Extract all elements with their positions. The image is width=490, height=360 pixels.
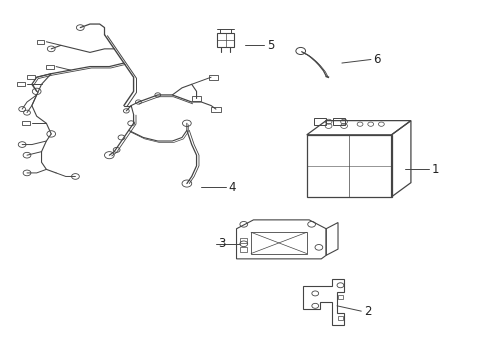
- Text: 5: 5: [267, 39, 274, 52]
- Text: 2: 2: [364, 305, 371, 318]
- Text: 1: 1: [432, 163, 439, 176]
- Text: 4: 4: [228, 181, 236, 194]
- Text: 6: 6: [373, 53, 381, 66]
- Text: 3: 3: [219, 237, 226, 250]
